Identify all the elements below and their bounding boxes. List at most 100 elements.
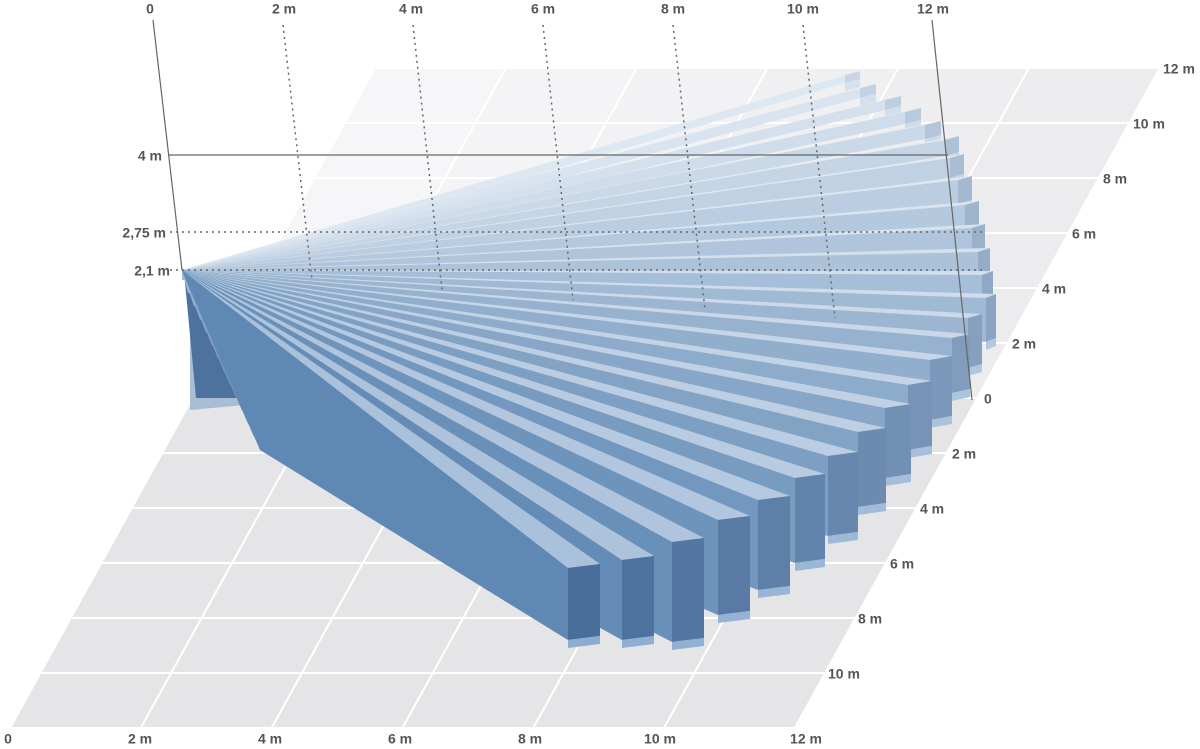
beam-foot: [758, 586, 790, 598]
beam-foot: [986, 338, 996, 350]
beam-end: [885, 404, 911, 478]
beam-foot: [845, 79, 860, 91]
beam-foot: [908, 446, 932, 458]
bottom-label: 2 m: [128, 731, 152, 747]
bottom-label: 0: [4, 731, 12, 747]
depth-label: 8 m: [1103, 171, 1127, 187]
beam-end: [968, 314, 982, 368]
beam-top: [182, 154, 964, 270]
depth-label: 2 m: [1012, 336, 1036, 352]
beam-top: [182, 270, 886, 432]
depth-label: 6 m: [890, 556, 914, 572]
beam-end: [945, 136, 959, 156]
bottom-label: 6 m: [388, 731, 412, 747]
detection-beams: [182, 71, 996, 650]
beam-foot: [718, 611, 750, 623]
beam-foot: [885, 474, 911, 486]
beam-side: [182, 270, 568, 640]
top-label: 12 m: [917, 1, 949, 17]
distance-line: [802, 24, 836, 319]
beam-end: [795, 474, 825, 563]
depth-label: 4 m: [920, 501, 944, 517]
axis-line: [152, 19, 183, 271]
beam-top: [182, 270, 704, 542]
beam-end: [950, 154, 964, 178]
top-label: 8 m: [661, 1, 685, 17]
depth-label: 0: [984, 391, 992, 407]
beam-top: [182, 96, 901, 270]
height-label: 2,1 m: [134, 263, 170, 279]
beam-foot: [828, 532, 858, 544]
beam-end: [858, 428, 886, 507]
beam-foot: [622, 636, 654, 648]
beam-top: [182, 121, 941, 270]
distance-line: [412, 24, 443, 291]
beam-top: [182, 108, 921, 270]
beam-foot: [672, 638, 704, 650]
beam-end: [958, 176, 972, 204]
top-label: 0: [146, 1, 154, 17]
beam-end: [905, 108, 921, 124]
guide-lines: [152, 19, 985, 401]
depth-label: 10 m: [828, 666, 860, 682]
top-label: 10 m: [787, 1, 819, 17]
top-label: 2 m: [272, 1, 296, 17]
beam-foot: [858, 503, 886, 515]
beam-end: [885, 96, 901, 110]
beam-top: [182, 270, 825, 478]
bottom-label: 10 m: [644, 731, 676, 747]
beam-top: [182, 270, 911, 408]
beam-top: [182, 270, 600, 568]
beam-foot: [930, 416, 952, 428]
beam-top: [182, 176, 972, 270]
beam-end: [860, 84, 876, 98]
beam-top: [182, 270, 790, 500]
beam-end: [758, 496, 790, 590]
beam-top: [182, 270, 750, 520]
beam-end: [828, 452, 858, 536]
depth-label: 10 m: [1133, 116, 1165, 132]
bottom-label: 12 m: [790, 731, 822, 747]
bottom-label: 4 m: [258, 731, 282, 747]
beam-end: [908, 381, 932, 450]
height-label: 4 m: [138, 148, 162, 164]
depth-label: 8 m: [858, 611, 882, 627]
depth-label: 12 m: [1163, 61, 1195, 77]
beam-top: [182, 270, 654, 560]
beam-top: [182, 84, 876, 270]
beam-end: [930, 356, 952, 420]
beam-top: [182, 136, 959, 270]
depth-label: 6 m: [1072, 226, 1096, 242]
distance-line: [282, 24, 313, 281]
beam-end: [952, 334, 970, 393]
floor-cell: [996, 67, 1162, 124]
beam-top: [182, 270, 858, 456]
beam-top: [182, 71, 860, 270]
beam-top: [182, 270, 993, 275]
depth-label: 4 m: [1042, 281, 1066, 297]
beam-end: [622, 556, 654, 640]
beam-end: [568, 564, 600, 640]
beam-top: [182, 224, 985, 270]
height-label: 2,75 m: [122, 225, 166, 241]
labels: 0 2 m 4 m 6 m 8 m 10 m 12 m 4 m 2,75 m 2…: [4, 1, 1195, 747]
beam-foot: [860, 94, 876, 106]
beam-end: [925, 121, 941, 139]
beam-top: [182, 270, 932, 385]
beam-foot: [952, 389, 970, 401]
beam-foot: [795, 559, 825, 571]
beam-top: [182, 270, 970, 338]
beam-foot: [968, 364, 982, 376]
beam-top: [182, 248, 990, 270]
top-label: 6 m: [531, 1, 555, 17]
beam-top: [182, 270, 952, 360]
beam-end: [672, 538, 704, 642]
distance-line: [542, 24, 574, 301]
beam-end: [986, 294, 996, 342]
beam-foot: [568, 636, 600, 648]
top-label: 4 m: [399, 1, 423, 17]
bottom-label: 8 m: [518, 731, 542, 747]
beam-top: [182, 201, 979, 270]
beam-top: [182, 270, 982, 318]
